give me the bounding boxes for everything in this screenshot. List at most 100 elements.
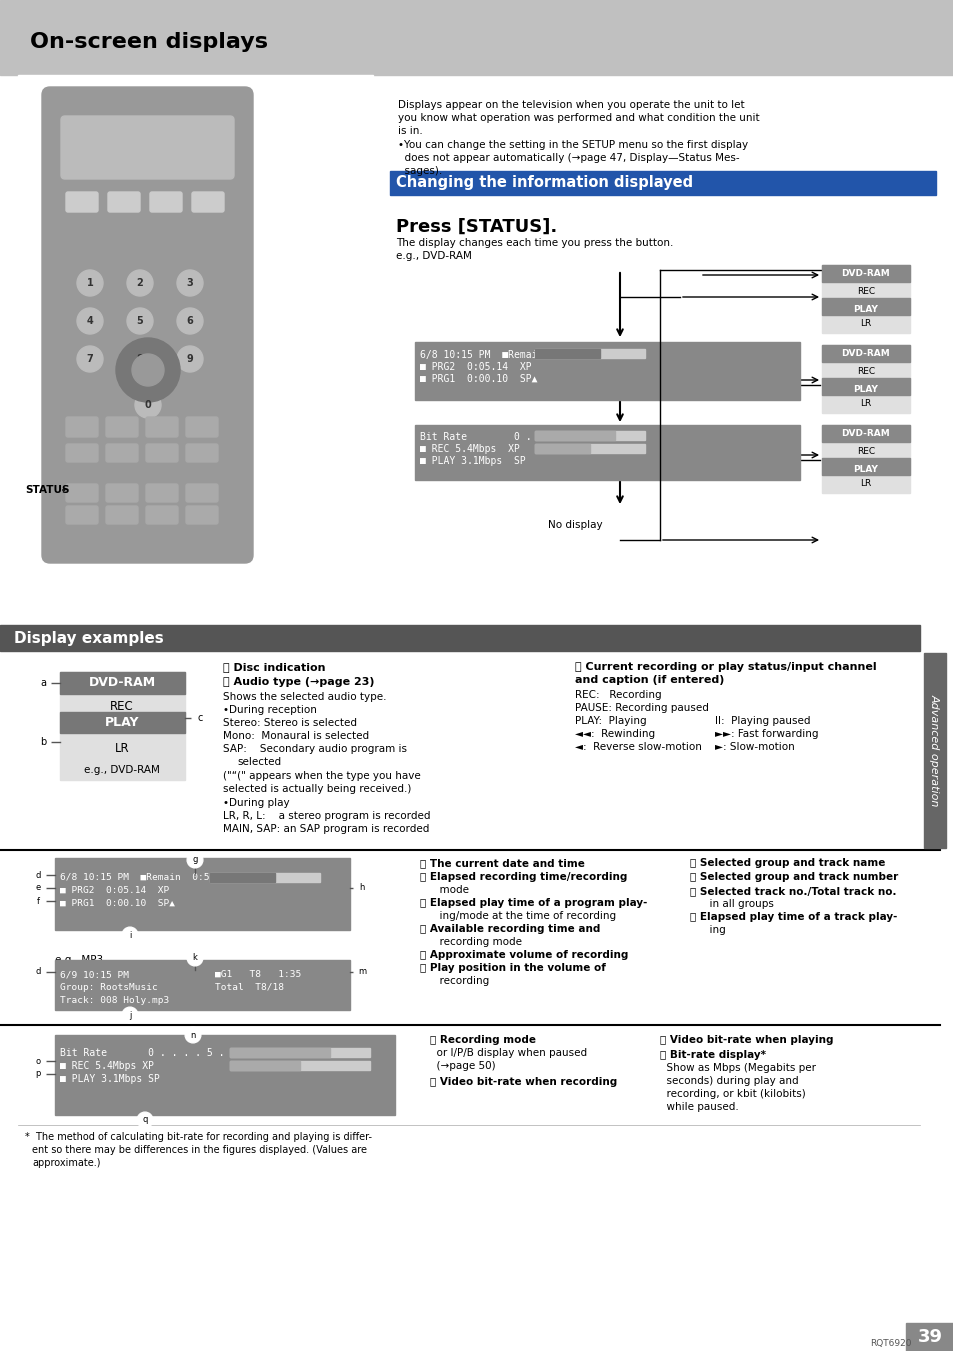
Bar — [210, 873, 319, 882]
Text: m: m — [357, 967, 366, 977]
Bar — [55, 961, 350, 1011]
Text: DVD-RAM: DVD-RAM — [841, 430, 889, 439]
Circle shape — [187, 852, 203, 867]
Text: 6/9 10:15 PM: 6/9 10:15 PM — [60, 970, 129, 979]
Text: ⓘ Play position in the volume of: ⓘ Play position in the volume of — [419, 963, 605, 973]
Bar — [390, 172, 935, 195]
FancyBboxPatch shape — [186, 417, 218, 436]
FancyBboxPatch shape — [150, 192, 182, 212]
Text: ent so there may be differences in the figures displayed. (Values are: ent so there may be differences in the f… — [32, 1146, 367, 1155]
Circle shape — [122, 1006, 138, 1023]
Bar — [60, 671, 185, 780]
Bar — [821, 299, 909, 315]
Bar — [535, 444, 589, 453]
Text: e.g., DVD-RAM: e.g., DVD-RAM — [55, 858, 131, 867]
Text: REC: REC — [856, 447, 874, 457]
Text: 39: 39 — [917, 1328, 942, 1346]
Text: ■ REC 5.4Mbps XP: ■ REC 5.4Mbps XP — [60, 1061, 153, 1071]
Text: ing: ing — [689, 925, 725, 935]
Text: PAUSE: Recording paused: PAUSE: Recording paused — [575, 703, 708, 713]
Text: sages).: sages). — [397, 166, 442, 176]
Text: LR: LR — [860, 400, 871, 408]
Text: ⓖ Available recording time and: ⓖ Available recording time and — [419, 924, 599, 934]
Circle shape — [30, 867, 46, 884]
Text: 2: 2 — [136, 278, 143, 288]
FancyBboxPatch shape — [108, 192, 140, 212]
Text: •During reception: •During reception — [223, 705, 316, 715]
Text: and caption (if entered): and caption (if entered) — [575, 676, 723, 685]
Text: selected: selected — [236, 757, 281, 767]
Bar — [821, 426, 909, 442]
Bar — [923, 653, 945, 848]
Text: ⓟ Video bit-rate when playing: ⓟ Video bit-rate when playing — [659, 1035, 833, 1046]
Text: ⓐ Disc indication: ⓐ Disc indication — [223, 662, 325, 671]
Text: n: n — [190, 1031, 195, 1039]
Text: Press [STATUS].: Press [STATUS]. — [395, 218, 557, 236]
Text: approximate.): approximate.) — [32, 1158, 100, 1169]
Text: e.g., DVD-RAM: e.g., DVD-RAM — [395, 251, 472, 261]
Circle shape — [30, 880, 46, 896]
Text: Shows the selected audio type.: Shows the selected audio type. — [223, 692, 386, 703]
FancyBboxPatch shape — [192, 192, 224, 212]
Circle shape — [77, 346, 103, 372]
Text: ⓞ Video bit-rate when recording: ⓞ Video bit-rate when recording — [430, 1077, 617, 1088]
Text: recording, or kbit (kilobits): recording, or kbit (kilobits) — [659, 1089, 805, 1098]
Text: Stereo: Stereo is selected: Stereo: Stereo is selected — [223, 717, 356, 728]
Text: LR: LR — [860, 480, 871, 489]
Text: •During play: •During play — [223, 798, 290, 808]
Text: REC: REC — [856, 367, 874, 377]
Circle shape — [127, 346, 152, 372]
Text: The display changes each time you press the button.: The display changes each time you press … — [395, 238, 673, 249]
Text: Mono:  Monaural is selected: Mono: Monaural is selected — [223, 731, 369, 740]
Text: ◄:  Reverse slow-motion: ◄: Reverse slow-motion — [575, 742, 701, 753]
Text: ⓒ Current recording or play status/input channel: ⓒ Current recording or play status/input… — [575, 662, 876, 671]
Bar — [821, 345, 909, 362]
Text: No display: No display — [547, 520, 601, 530]
Text: RQT6920: RQT6920 — [869, 1339, 910, 1348]
Bar — [821, 265, 909, 282]
FancyBboxPatch shape — [186, 507, 218, 524]
Text: ■ PRG1  0:00.10  SP▲: ■ PRG1 0:00.10 SP▲ — [60, 898, 174, 908]
Bar — [230, 1061, 299, 1070]
Text: d: d — [35, 870, 41, 880]
Text: e.g., DVD-RAM: e.g., DVD-RAM — [84, 765, 160, 775]
Text: 3: 3 — [187, 278, 193, 288]
Bar — [230, 1048, 330, 1056]
Circle shape — [177, 270, 203, 296]
Text: II:  Playing paused: II: Playing paused — [714, 716, 810, 725]
Text: e.g., MP3: e.g., MP3 — [55, 955, 103, 965]
Text: MAIN, SAP: an SAP program is recorded: MAIN, SAP: an SAP program is recorded — [223, 824, 429, 834]
Text: STATUS: STATUS — [25, 485, 70, 494]
Text: in all groups: in all groups — [689, 898, 773, 909]
Circle shape — [177, 346, 203, 372]
Text: DVD-RAM: DVD-RAM — [841, 269, 889, 278]
Bar — [821, 458, 909, 476]
Text: DVD-RAM: DVD-RAM — [89, 677, 155, 689]
Circle shape — [185, 1027, 201, 1043]
Text: ■ PRG2  0:05.14  XP: ■ PRG2 0:05.14 XP — [60, 886, 169, 894]
Text: ⓚ Selected group and track number: ⓚ Selected group and track number — [689, 871, 898, 882]
Circle shape — [30, 1052, 46, 1069]
Text: 9: 9 — [187, 354, 193, 363]
Bar — [821, 345, 909, 413]
Bar — [230, 1061, 370, 1070]
Text: mode: mode — [419, 885, 469, 894]
FancyBboxPatch shape — [146, 507, 178, 524]
Text: you know what operation was performed and what condition the unit: you know what operation was performed an… — [397, 113, 759, 123]
Text: 6/8 10:15 PM  ■Remain  0:50  XP: 6/8 10:15 PM ■Remain 0:50 XP — [419, 350, 601, 359]
Text: c: c — [197, 713, 202, 723]
Circle shape — [177, 308, 203, 334]
Circle shape — [127, 270, 152, 296]
FancyBboxPatch shape — [66, 444, 98, 462]
Text: 6/8 10:15 PM  ■Remain  0:50  XP: 6/8 10:15 PM ■Remain 0:50 XP — [60, 873, 238, 882]
Text: PLAY: PLAY — [853, 305, 878, 315]
Bar — [55, 1035, 395, 1115]
Circle shape — [116, 338, 180, 403]
Circle shape — [30, 965, 46, 979]
Text: p: p — [35, 1070, 41, 1078]
Circle shape — [187, 950, 203, 966]
Text: LR: LR — [860, 319, 871, 328]
Text: On-screen displays: On-screen displays — [30, 32, 268, 51]
Text: 1: 1 — [87, 278, 93, 288]
Circle shape — [30, 1066, 46, 1082]
